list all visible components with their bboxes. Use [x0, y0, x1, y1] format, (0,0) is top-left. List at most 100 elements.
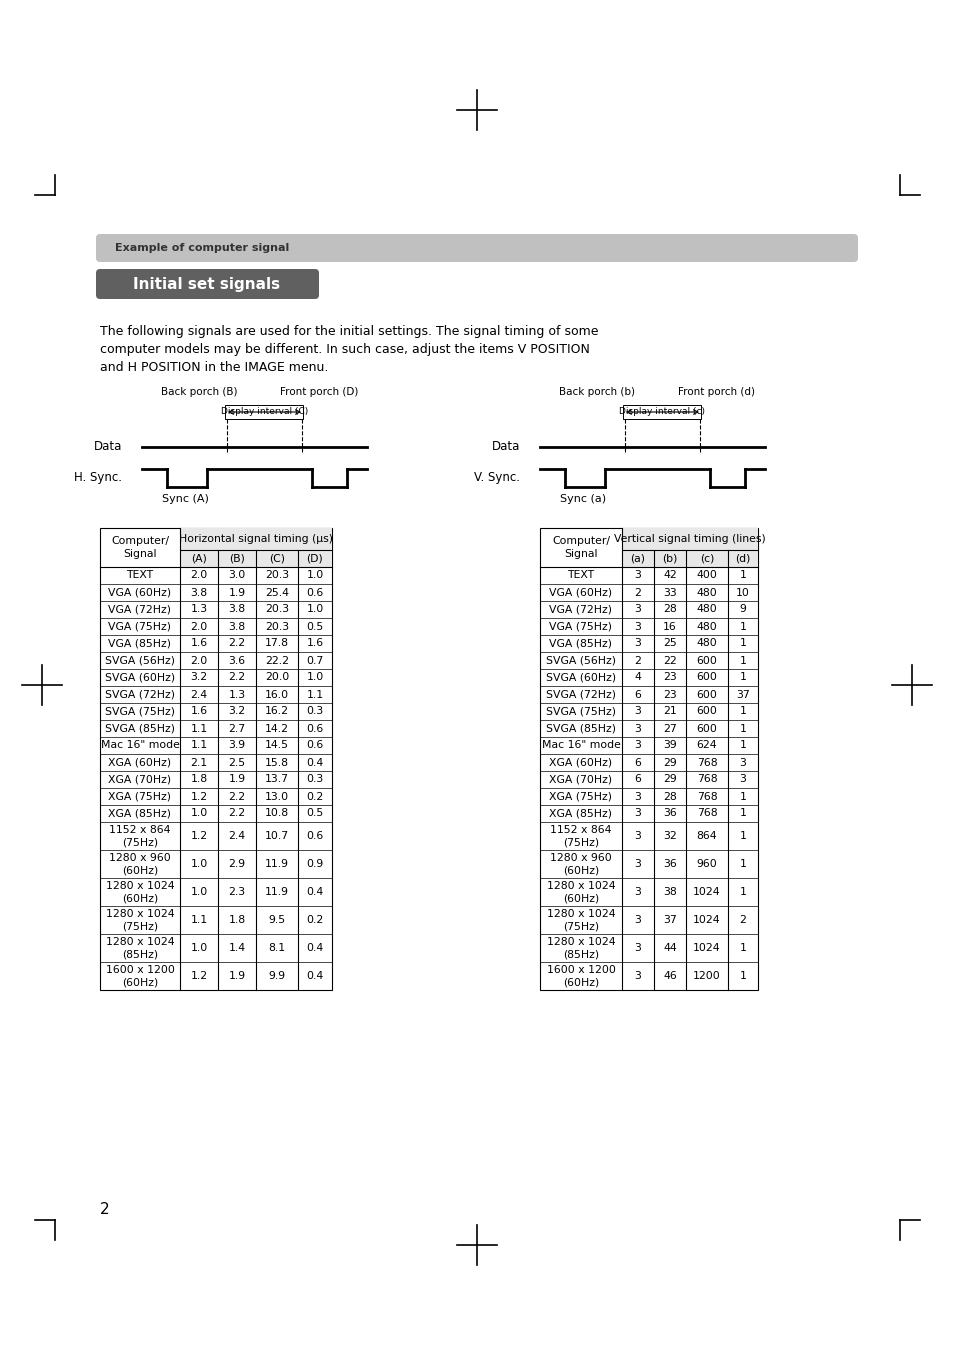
Text: H. Sync.: H. Sync.: [74, 471, 122, 485]
Text: 42: 42: [662, 570, 677, 581]
Text: SVGA (60Hz): SVGA (60Hz): [545, 673, 616, 682]
Text: XGA (70Hz): XGA (70Hz): [109, 774, 172, 785]
Text: 1: 1: [739, 808, 745, 819]
Text: 9.5: 9.5: [268, 915, 285, 925]
Text: 1: 1: [739, 639, 745, 648]
Text: 20.3: 20.3: [265, 604, 289, 615]
Text: 2.5: 2.5: [228, 758, 245, 767]
Text: and H POSITION in the IMAGE menu.: and H POSITION in the IMAGE menu.: [100, 361, 328, 374]
Text: 25.4: 25.4: [265, 588, 289, 597]
Text: 23: 23: [662, 673, 677, 682]
Text: 1.6: 1.6: [306, 639, 323, 648]
Text: 8.1: 8.1: [268, 943, 285, 952]
Text: 1280 x 1024
(85Hz): 1280 x 1024 (85Hz): [106, 936, 174, 959]
Text: 2.2: 2.2: [228, 808, 245, 819]
Text: 2.9: 2.9: [228, 859, 245, 869]
Text: 0.6: 0.6: [306, 724, 323, 734]
Text: 0.3: 0.3: [306, 774, 323, 785]
Text: V. Sync.: V. Sync.: [474, 471, 519, 485]
Text: 1.1: 1.1: [306, 689, 323, 700]
Text: 1.2: 1.2: [191, 792, 208, 801]
Text: 1.4: 1.4: [228, 943, 245, 952]
Text: (D): (D): [306, 554, 323, 563]
Text: 2.4: 2.4: [191, 689, 208, 700]
Text: 2.0: 2.0: [191, 570, 208, 581]
Text: XGA (75Hz): XGA (75Hz): [549, 792, 612, 801]
Text: XGA (75Hz): XGA (75Hz): [109, 792, 172, 801]
Text: 3.6: 3.6: [228, 655, 245, 666]
Text: 1: 1: [739, 673, 745, 682]
Text: 2.4: 2.4: [228, 831, 245, 842]
Text: XGA (60Hz): XGA (60Hz): [549, 758, 612, 767]
Text: 1.9: 1.9: [228, 588, 245, 597]
Text: 1: 1: [739, 740, 745, 751]
Text: 3: 3: [634, 971, 640, 981]
Text: 1: 1: [739, 655, 745, 666]
Text: 0.3: 0.3: [306, 707, 323, 716]
Text: 1: 1: [739, 971, 745, 981]
Text: 2.3: 2.3: [228, 888, 245, 897]
Text: Vertical signal timing (lines): Vertical signal timing (lines): [614, 534, 765, 544]
Text: 36: 36: [662, 808, 677, 819]
Text: 6: 6: [634, 758, 640, 767]
Text: 1152 x 864
(75Hz): 1152 x 864 (75Hz): [110, 825, 171, 847]
Text: 3.0: 3.0: [228, 570, 245, 581]
Text: 3.9: 3.9: [228, 740, 245, 751]
Text: 3.8: 3.8: [228, 621, 245, 631]
Text: 0.5: 0.5: [306, 621, 323, 631]
Text: 1: 1: [739, 621, 745, 631]
Text: 1.2: 1.2: [191, 971, 208, 981]
Text: 33: 33: [662, 588, 677, 597]
Text: (b): (b): [661, 554, 677, 563]
Text: Mac 16" mode: Mac 16" mode: [100, 740, 179, 751]
Text: 3: 3: [634, 888, 640, 897]
Text: 29: 29: [662, 774, 677, 785]
Text: 1152 x 864
(75Hz): 1152 x 864 (75Hz): [550, 825, 611, 847]
Text: 2.7: 2.7: [228, 724, 245, 734]
Text: 0.6: 0.6: [306, 588, 323, 597]
Text: 3: 3: [634, 859, 640, 869]
Text: Front porch (d): Front porch (d): [678, 386, 755, 397]
Text: 38: 38: [662, 888, 677, 897]
Text: Horizontal signal timing (μs): Horizontal signal timing (μs): [179, 534, 333, 544]
Text: TEXT: TEXT: [567, 570, 594, 581]
Text: (d): (d): [735, 554, 750, 563]
Text: VGA (72Hz): VGA (72Hz): [549, 604, 612, 615]
Text: SVGA (75Hz): SVGA (75Hz): [545, 707, 616, 716]
Text: 3: 3: [634, 915, 640, 925]
Text: 10.7: 10.7: [265, 831, 289, 842]
Text: 37: 37: [736, 689, 749, 700]
Text: 1: 1: [739, 570, 745, 581]
Text: XGA (70Hz): XGA (70Hz): [549, 774, 612, 785]
Text: 0.5: 0.5: [306, 808, 323, 819]
Bar: [621, 528, 758, 550]
Text: Sync (A): Sync (A): [161, 494, 208, 504]
Text: 2.2: 2.2: [228, 639, 245, 648]
Text: 3: 3: [634, 831, 640, 842]
Bar: [180, 528, 332, 550]
Text: 768: 768: [696, 808, 717, 819]
Text: 32: 32: [662, 831, 677, 842]
Text: 3: 3: [634, 639, 640, 648]
Text: SVGA (72Hz): SVGA (72Hz): [545, 689, 616, 700]
Text: VGA (75Hz): VGA (75Hz): [109, 621, 172, 631]
Text: VGA (72Hz): VGA (72Hz): [109, 604, 172, 615]
Text: 1.2: 1.2: [191, 831, 208, 842]
Text: 600: 600: [696, 673, 717, 682]
Text: 0.2: 0.2: [306, 915, 323, 925]
Text: SVGA (85Hz): SVGA (85Hz): [545, 724, 616, 734]
Text: 20.3: 20.3: [265, 621, 289, 631]
Text: 3.2: 3.2: [191, 673, 208, 682]
Text: 3: 3: [634, 792, 640, 801]
Text: 39: 39: [662, 740, 677, 751]
Text: 480: 480: [696, 604, 717, 615]
Text: Back porch (B): Back porch (B): [161, 386, 237, 397]
Text: 20.3: 20.3: [265, 570, 289, 581]
Text: 25: 25: [662, 639, 677, 648]
Text: 10: 10: [736, 588, 749, 597]
Text: 1.0: 1.0: [306, 570, 323, 581]
Text: 4: 4: [634, 673, 640, 682]
Text: 27: 27: [662, 724, 677, 734]
Text: 1.9: 1.9: [228, 774, 245, 785]
Text: 1280 x 1024
(85Hz): 1280 x 1024 (85Hz): [546, 936, 615, 959]
